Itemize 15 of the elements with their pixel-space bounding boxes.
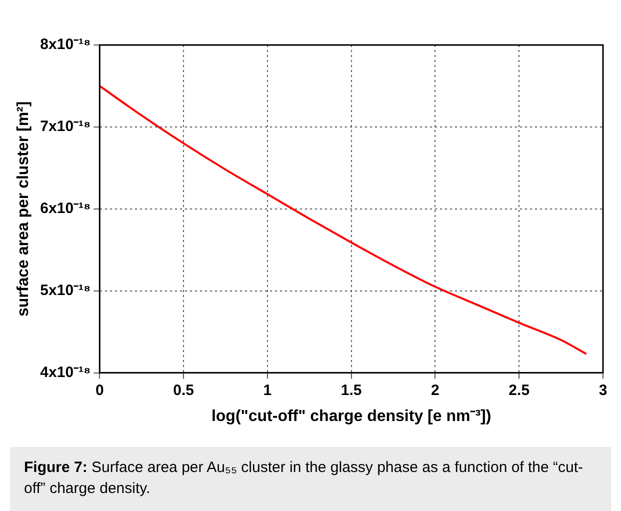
y-tick-label: 8x10⁻¹⁸ — [40, 36, 91, 54]
x-axis-title: log("cut-off" charge density [e nm⁻³]) — [211, 408, 492, 425]
y-axis-title: surface area per cluster [m²] — [15, 101, 32, 316]
y-tick-label: 5x10⁻¹⁸ — [40, 282, 91, 299]
y-tick-label: 7x10⁻¹⁸ — [40, 118, 91, 136]
y-tick-label: 6x10⁻¹⁸ — [40, 200, 91, 218]
x-tick-label: 2 — [431, 382, 440, 399]
caption: Figure 7: Surface area per Au₅₅ cluster in the glassy phase as a function of the “cut-off” charge density. — [24, 458, 584, 499]
x-tick-label: 1 — [263, 382, 272, 399]
x-tick-label: 0 — [95, 382, 104, 399]
y-tick-label: 4x10⁻¹⁸ — [40, 364, 91, 381]
x-tick-label: 3 — [598, 382, 608, 399]
x-tick-label: 2.5 — [508, 382, 530, 399]
x-tick-label: 1.5 — [340, 382, 362, 399]
x-tick-label: 0.5 — [173, 382, 194, 399]
